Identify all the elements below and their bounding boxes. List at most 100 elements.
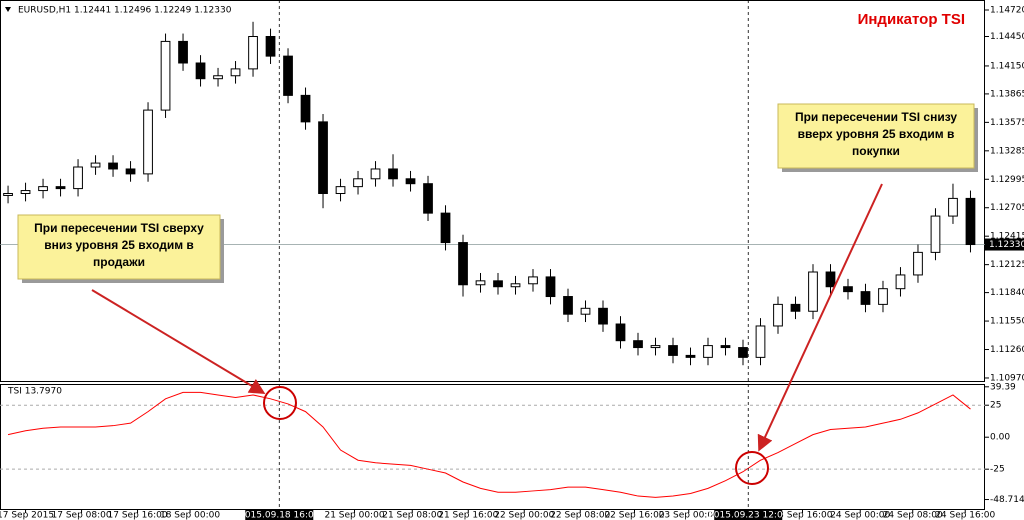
note-line: При пересечении TSI сверху <box>34 221 204 235</box>
y-tick-label: 1.12995 <box>990 175 1024 185</box>
candle-body <box>230 68 241 77</box>
candle-body <box>213 75 223 80</box>
note-line: вниз уровня 25 входим в <box>44 238 194 252</box>
candle-body <box>108 162 118 170</box>
candle-body <box>388 168 398 180</box>
candle-body <box>125 168 136 175</box>
note-line: вверх уровня 25 входим в <box>798 127 955 141</box>
candle-body <box>493 280 503 288</box>
candle-body <box>528 276 538 285</box>
last-price-tag <box>985 238 1024 251</box>
candle-body <box>598 307 608 325</box>
candle-body <box>720 345 731 349</box>
candle-body <box>38 186 48 192</box>
candle-body <box>3 193 13 196</box>
candle-body <box>843 286 853 293</box>
y-tick-label: 1.14450 <box>990 32 1024 42</box>
note-line: При пересечении TSI снизу <box>795 110 957 124</box>
y-tick-label: -25 <box>990 465 1005 475</box>
candle-body <box>178 40 188 64</box>
candle-body <box>738 347 748 358</box>
candle-body <box>563 296 573 315</box>
indicator-frame <box>0 384 985 510</box>
candle-body <box>160 40 171 111</box>
crosshair-tag <box>245 510 314 520</box>
candle-body <box>55 186 66 190</box>
candle-body <box>790 303 801 312</box>
candle-body <box>965 197 976 246</box>
candle-body <box>195 62 206 80</box>
x-tick-label: 21 Sep 00:00 <box>324 511 384 520</box>
candle-body <box>405 178 416 185</box>
candle-body <box>458 242 468 286</box>
candle-body <box>808 271 818 312</box>
y-tick-label: 1.13865 <box>990 89 1024 99</box>
candle-body <box>895 274 906 290</box>
x-tick-label: 24 Sep 08:00 <box>883 511 943 520</box>
y-tick-label: 1.11840 <box>990 288 1024 298</box>
indicator-title: TSI 13.7970 <box>7 387 62 397</box>
y-tick-label: 0.00 <box>990 433 1010 443</box>
candle-body <box>685 354 696 358</box>
candle-body <box>20 190 31 195</box>
y-tick-label: 1.13285 <box>990 146 1024 156</box>
x-tick-label: 21 Sep 08:00 <box>382 511 442 520</box>
candle-body <box>580 307 591 315</box>
x-tick-label: 17 Sep 08:00 <box>52 511 112 520</box>
x-tick-label: 17 Sep 2015 <box>0 511 54 520</box>
candle-body <box>545 276 556 298</box>
candle-body <box>283 55 293 96</box>
candle-body <box>300 94 311 123</box>
candle-body <box>825 271 836 288</box>
candle-body <box>318 121 328 195</box>
x-tick-label: 17 Sep 16:00 <box>108 511 168 520</box>
candle-body <box>948 197 958 217</box>
x-tick-label: 22 Sep 08:00 <box>550 511 610 520</box>
candle-body <box>755 325 766 358</box>
candle-body <box>930 215 941 253</box>
y-tick-label: 1.14150 <box>990 61 1024 71</box>
candle-body <box>510 283 521 288</box>
candle-body <box>633 340 643 349</box>
note-line: продажи <box>93 255 145 269</box>
y-tick-label: 1.11260 <box>990 345 1024 355</box>
x-tick-label: 22 Sep 00:00 <box>494 511 554 520</box>
crosshair-tag <box>714 510 783 520</box>
candle-body <box>703 345 713 358</box>
candle-body <box>668 345 678 356</box>
candle-body <box>773 303 783 327</box>
highlight-circle <box>735 451 769 485</box>
y-tick-label: 1.12705 <box>990 203 1024 213</box>
note-line: покупки <box>852 144 900 158</box>
candle-body <box>265 36 276 57</box>
candle-body <box>860 291 871 305</box>
candle-body <box>440 212 451 244</box>
candle-body <box>335 186 346 195</box>
highlight-circle <box>263 386 297 420</box>
symbol-info: EURUSD,H1 1.12441 1.12496 1.12249 1.1233… <box>18 6 232 16</box>
candle-body <box>615 323 626 342</box>
y-tick-label: 1.11550 <box>990 317 1024 327</box>
candle-body <box>248 36 258 70</box>
y-tick-label: 1.12415 <box>990 232 1024 242</box>
pointer-arrow <box>757 183 883 452</box>
note-box <box>17 214 221 280</box>
x-tick-label: 24 Sep 00:00 <box>830 511 890 520</box>
candle-body <box>143 109 153 175</box>
y-tick-label: 25 <box>990 401 1001 411</box>
chart-title: Индикатор TSI <box>858 11 965 28</box>
menu-arrow <box>5 7 11 12</box>
crosshair-label: 2015.09.18 16:00 <box>239 511 320 520</box>
last-price-label: 1.12330 <box>989 240 1024 250</box>
y-tick-label: 1.14720 <box>990 6 1024 16</box>
tsi-line <box>7 391 971 498</box>
candle-body <box>73 166 83 190</box>
x-tick-label: 23 Sep 00:00 <box>659 511 719 520</box>
candle-body <box>650 345 661 349</box>
y-tick-label: 1.10970 <box>990 373 1024 383</box>
y-tick-label: 39.39 <box>990 382 1016 392</box>
x-tick-label: 23 Sep 16:00 <box>772 511 832 520</box>
